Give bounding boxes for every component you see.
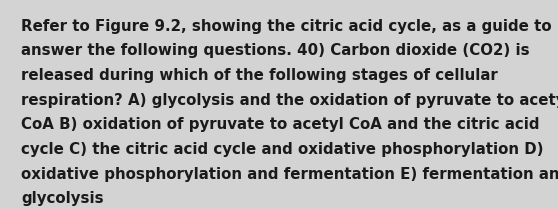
- Text: CoA B) oxidation of pyruvate to acetyl CoA and the citric acid: CoA B) oxidation of pyruvate to acetyl C…: [21, 117, 540, 133]
- Text: oxidative phosphorylation and fermentation E) fermentation and: oxidative phosphorylation and fermentati…: [21, 167, 558, 182]
- Text: released during which of the following stages of cellular: released during which of the following s…: [21, 68, 498, 83]
- Text: cycle C) the citric acid cycle and oxidative phosphorylation D): cycle C) the citric acid cycle and oxida…: [21, 142, 543, 157]
- Text: Refer to Figure 9.2, showing the citric acid cycle, as a guide to: Refer to Figure 9.2, showing the citric …: [21, 19, 552, 34]
- Text: answer the following questions. 40) Carbon dioxide (CO2) is: answer the following questions. 40) Carb…: [21, 43, 530, 59]
- Text: glycolysis: glycolysis: [21, 191, 104, 206]
- Text: respiration? A) glycolysis and the oxidation of pyruvate to acetyl: respiration? A) glycolysis and the oxida…: [21, 93, 558, 108]
